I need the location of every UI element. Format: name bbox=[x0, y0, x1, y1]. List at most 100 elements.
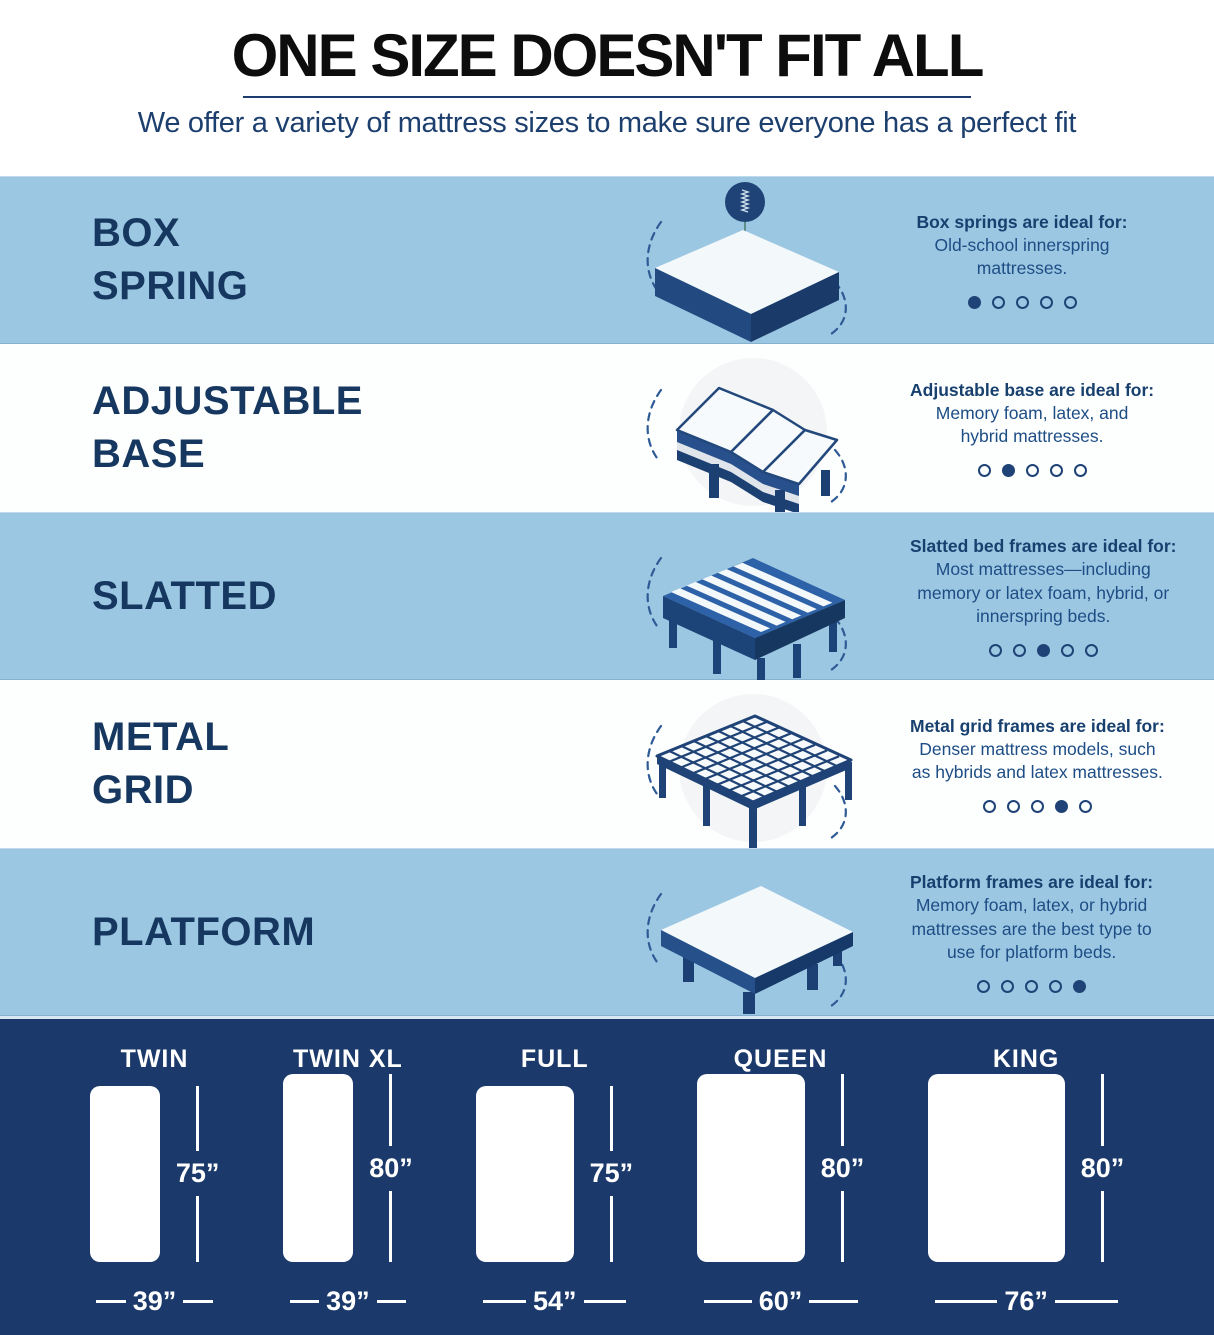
header: ONE SIZE DOESN'T FIT ALL We offer a vari… bbox=[0, 0, 1214, 176]
carousel-dot-active bbox=[1073, 979, 1087, 993]
dimension-line bbox=[196, 1085, 200, 1152]
carousel-dot bbox=[1001, 979, 1015, 993]
height-label: 80” bbox=[820, 1152, 865, 1183]
carousel-dot-active bbox=[967, 296, 981, 310]
carousel-dot bbox=[977, 464, 991, 478]
base-info: Platform frames are ideal for: Memory fo… bbox=[910, 871, 1214, 993]
height-label: 80” bbox=[1080, 1152, 1125, 1183]
ideal-for-text: Most mattresses—including memory or late… bbox=[917, 559, 1170, 626]
ideal-for-title: Slatted bed frames are ideal for: bbox=[910, 536, 1177, 557]
carousel-dot bbox=[1025, 979, 1039, 993]
height-label: 80” bbox=[369, 1152, 413, 1183]
carousel-dot bbox=[1073, 464, 1087, 478]
base-info: Box springs are ideal for: Old-school in… bbox=[910, 211, 1214, 310]
base-info: Slatted bed frames are ideal for: Most m… bbox=[910, 535, 1214, 657]
ideal-for-text: Denser mattress models, such as hybrids … bbox=[911, 738, 1163, 783]
height-dimension: 80” bbox=[369, 1074, 413, 1262]
carousel-dot bbox=[1078, 800, 1092, 814]
base-name: ADJUSTABLE BASE bbox=[0, 375, 600, 481]
width-dimension: 60” bbox=[703, 1286, 858, 1317]
mattress-rect bbox=[696, 1074, 805, 1262]
size-figure: 80” 76” bbox=[927, 1074, 1125, 1317]
base-name: METAL GRID bbox=[0, 711, 600, 817]
size-column-full: FULL 75” 54” bbox=[476, 1045, 633, 1317]
row-adjustable-base: ADJUSTABLE BASE Adjustable base are idea… bbox=[0, 344, 1214, 512]
mattress-rect bbox=[927, 1074, 1065, 1262]
dimension-line bbox=[934, 1300, 998, 1303]
base-name: SLATTED bbox=[0, 570, 600, 623]
carousel-dot bbox=[988, 643, 1002, 657]
base-name-line: SPRING bbox=[92, 264, 249, 308]
dimension-line bbox=[1054, 1300, 1118, 1303]
dimension-line bbox=[196, 1196, 200, 1262]
size-name: FULL bbox=[520, 1045, 589, 1073]
ideal-for-title: Platform frames are ideal for: bbox=[910, 872, 1154, 893]
base-name-line: GRID bbox=[92, 768, 194, 812]
size-name: TWIN XL bbox=[293, 1045, 403, 1073]
base-name: BOX SPRING bbox=[0, 207, 600, 313]
width-dimension: 54” bbox=[483, 1286, 627, 1317]
row-platform: PLATFORM Platform frames are ideal for: … bbox=[0, 848, 1214, 1016]
row-metal-grid: METAL GRID bbox=[0, 680, 1214, 848]
carousel-dot-active bbox=[1001, 464, 1015, 478]
dimension-line bbox=[183, 1300, 213, 1303]
size-figure: 75” 54” bbox=[476, 1085, 633, 1317]
carousel-dot bbox=[1025, 464, 1039, 478]
base-name-line: BASE bbox=[92, 432, 206, 476]
carousel-dots bbox=[977, 464, 1087, 478]
size-column-queen: QUEEN 80” 60” bbox=[696, 1045, 865, 1317]
dimension-line bbox=[703, 1300, 752, 1303]
carousel-dot bbox=[977, 979, 991, 993]
carousel-dot bbox=[1012, 643, 1026, 657]
width-dimension: 76” bbox=[934, 1286, 1118, 1317]
carousel-dot bbox=[1084, 643, 1098, 657]
carousel-dots bbox=[988, 643, 1098, 657]
mattress-rect bbox=[89, 1085, 160, 1262]
ideal-for-title: Metal grid frames are ideal for: bbox=[910, 715, 1165, 736]
base-info: Metal grid frames are ideal for: Denser … bbox=[910, 715, 1214, 814]
carousel-dot bbox=[1063, 296, 1077, 310]
box-spring-icon bbox=[600, 176, 910, 344]
ideal-for-title: Adjustable base are ideal for: bbox=[910, 379, 1155, 400]
size-name: KING bbox=[992, 1045, 1060, 1073]
dimension-line bbox=[583, 1300, 627, 1303]
carousel-dot bbox=[1006, 800, 1020, 814]
dimension-line bbox=[376, 1300, 406, 1303]
carousel-dot bbox=[1039, 296, 1053, 310]
dimension-line bbox=[841, 1190, 845, 1262]
width-label: 39” bbox=[132, 1286, 177, 1316]
metal-grid-icon bbox=[600, 680, 910, 848]
platform-icon bbox=[600, 848, 910, 1016]
adjustable-base-icon bbox=[600, 344, 910, 512]
row-slatted: SLATTED Slatted be bbox=[0, 512, 1214, 680]
base-info: Adjustable base are ideal for: Memory fo… bbox=[910, 379, 1214, 478]
ideal-for-text: Memory foam, latex, and hybrid mattresse… bbox=[935, 402, 1129, 447]
size-name: TWIN bbox=[120, 1045, 189, 1073]
carousel-dot bbox=[982, 800, 996, 814]
size-figure: 80” 60” bbox=[696, 1074, 865, 1317]
dimension-line bbox=[389, 1074, 393, 1146]
width-label: 60” bbox=[758, 1286, 803, 1316]
size-column-twin: TWIN 75” 39” bbox=[89, 1045, 220, 1317]
ideal-for-text: Old-school innerspring mattresses. bbox=[934, 234, 1110, 279]
base-name-line: SLATTED bbox=[92, 573, 277, 618]
size-figure: 80” 39” bbox=[283, 1074, 413, 1317]
carousel-dot-active bbox=[1054, 800, 1068, 814]
dimension-line bbox=[389, 1190, 393, 1262]
height-label: 75” bbox=[175, 1158, 220, 1189]
page-subtitle: We offer a variety of mattress sizes to … bbox=[137, 107, 1077, 139]
height-dimension: 80” bbox=[1080, 1074, 1125, 1262]
carousel-dot-active bbox=[1036, 643, 1050, 657]
base-name-line: ADJUSTABLE bbox=[92, 379, 363, 424]
size-column-king: KING 80” 76” bbox=[927, 1045, 1125, 1317]
carousel-dots bbox=[982, 800, 1092, 814]
carousel-dots bbox=[967, 296, 1077, 310]
mattress-rect bbox=[283, 1074, 354, 1262]
carousel-dot bbox=[1015, 296, 1029, 310]
width-dimension: 39” bbox=[96, 1286, 213, 1317]
base-name: PLATFORM bbox=[0, 906, 600, 959]
ideal-for-text: Memory foam, latex, or hybrid mattresses… bbox=[911, 895, 1152, 962]
mattress-rect bbox=[476, 1085, 574, 1262]
dimension-line bbox=[609, 1196, 613, 1262]
